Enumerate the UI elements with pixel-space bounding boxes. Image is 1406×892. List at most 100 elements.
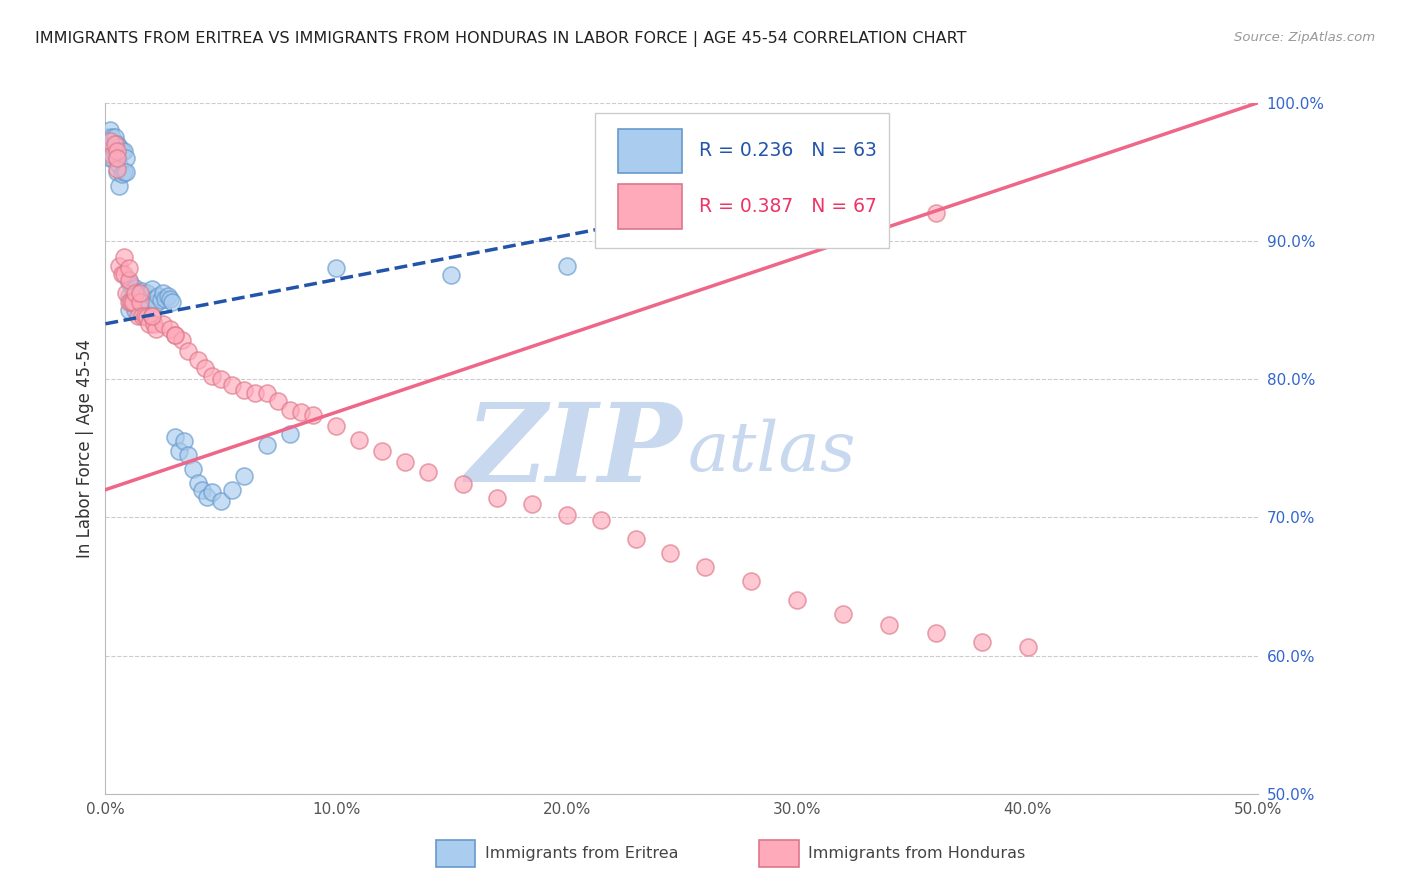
Point [105,151,128,165]
Point [451,477,474,491]
Point [129,294,152,309]
Point [129,306,152,320]
Point [134,309,156,323]
Point [145,296,167,310]
Point [256,386,278,401]
Point [347,433,370,447]
Point [110,168,132,182]
Point [104,137,127,152]
Point [555,508,578,522]
Point [970,635,993,649]
Point [181,462,204,476]
Point [195,490,218,504]
Point [105,165,128,179]
Point [418,465,440,479]
Point [591,513,613,527]
Point [115,151,138,165]
Point [786,593,808,607]
Point [105,144,128,158]
Point [693,560,716,574]
Point [221,483,243,497]
Point [148,289,170,303]
Point [122,284,145,298]
Point [1017,640,1039,655]
Point [138,317,160,331]
Point [117,289,139,303]
Point [110,267,132,281]
Point [104,130,127,145]
Point [200,485,222,500]
Point [98,134,121,148]
Point [101,148,124,162]
Point [278,427,301,442]
Point [159,322,181,336]
Point [163,327,186,342]
Point [191,483,214,497]
Point [173,434,195,449]
Point [209,493,232,508]
Point [170,334,193,348]
Point [232,383,254,397]
Point [142,292,165,306]
Point [159,292,181,306]
Point [162,294,184,309]
FancyBboxPatch shape [619,128,682,173]
Point [117,303,139,318]
Point [124,286,146,301]
Point [141,309,163,323]
Text: Immigrants from Eritrea: Immigrants from Eritrea [485,847,679,861]
Point [112,251,135,265]
Point [122,297,145,311]
Point [187,475,209,490]
Point [105,151,128,165]
Point [177,448,200,462]
Point [117,272,139,286]
Point [520,497,543,511]
Text: Source: ZipAtlas.com: Source: ZipAtlas.com [1234,31,1375,45]
Point [156,289,179,303]
Point [624,533,647,547]
Point [290,405,312,419]
Point [104,148,127,162]
Point [108,259,131,273]
Point [555,259,578,273]
Point [371,444,394,458]
Point [117,261,139,276]
Point [832,607,855,622]
Point [245,386,267,401]
Point [108,178,131,193]
Point [112,165,135,179]
Point [325,419,347,434]
Point [136,310,159,324]
Point [163,327,186,342]
Point [194,361,217,376]
Text: R = 0.236   N = 63: R = 0.236 N = 63 [699,142,877,161]
Text: Immigrants from Honduras: Immigrants from Honduras [808,847,1026,861]
Point [127,309,149,323]
Point [177,344,200,359]
Point [232,469,254,483]
Point [98,151,121,165]
Point [131,309,153,323]
Point [267,394,290,409]
Point [105,161,128,176]
Point [879,618,901,632]
Point [101,151,124,165]
Point [141,309,163,323]
Point [145,322,167,336]
Point [108,140,131,154]
Text: atlas: atlas [688,418,856,485]
Point [131,284,153,298]
Point [155,292,177,306]
Point [108,158,131,172]
Point [122,294,145,309]
Point [115,286,138,301]
Point [117,294,139,309]
Point [278,402,301,417]
Point [127,286,149,301]
Point [134,292,156,306]
Point [302,408,325,422]
Point [394,455,416,469]
FancyBboxPatch shape [596,113,890,248]
Point [141,282,163,296]
